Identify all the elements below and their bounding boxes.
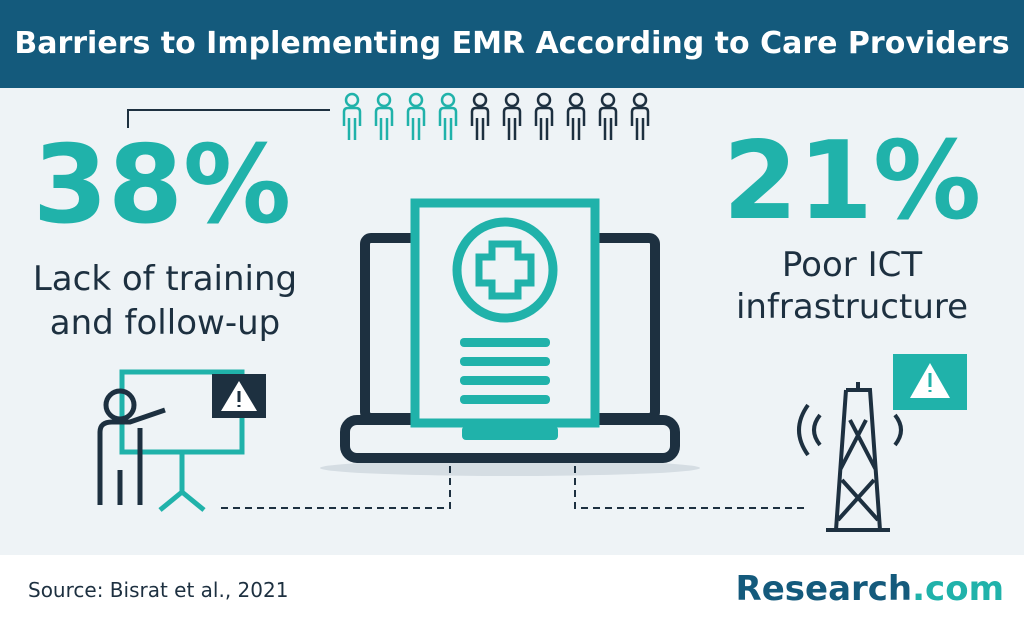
stat-label: Lack of training [33, 259, 297, 299]
tower-icon [797, 354, 967, 532]
brand-suffix: .com [912, 569, 1004, 609]
stat-label: and follow-up [50, 303, 280, 343]
footer-bar [0, 555, 1024, 625]
stat-label: Poor ICT [782, 245, 922, 285]
people-row [342, 92, 650, 140]
source: Source: Bisrat et al., 2021 [28, 578, 288, 602]
stat-label: infrastructure [736, 287, 968, 327]
stat-value: 38% [33, 123, 292, 248]
title: Barriers to Implementing EMR According t… [14, 26, 1009, 61]
connector [220, 466, 805, 509]
laptop-icon [320, 190, 700, 476]
trainer-icon [97, 369, 266, 512]
brand-name: Research [736, 569, 913, 609]
stat-value: 21% [723, 119, 982, 244]
connector [127, 109, 330, 128]
brand-logo: Research.com [736, 569, 1004, 609]
header-bar [0, 0, 1024, 88]
